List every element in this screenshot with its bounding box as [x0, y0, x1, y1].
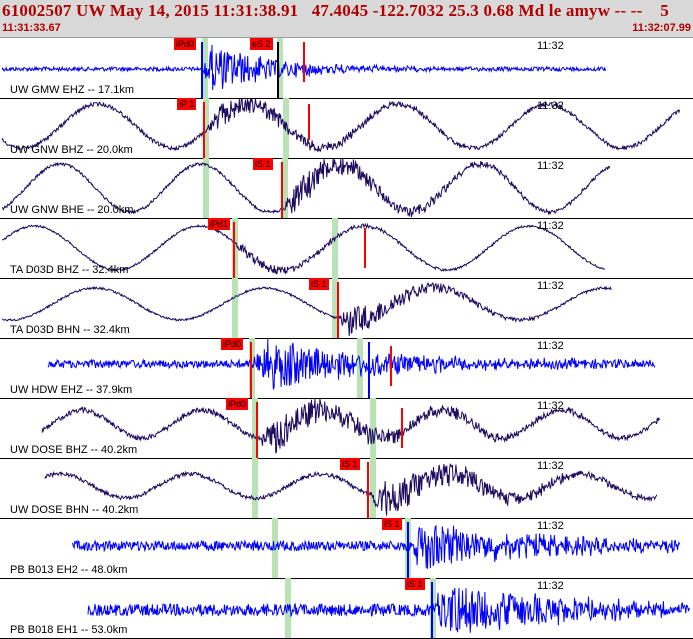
- arrival-window-band: [203, 98, 209, 158]
- trace-panel-b013-eh2[interactable]: iS 1 11:32 PB B013 EH2 -- 48.0km: [0, 518, 693, 579]
- pick-label[interactable]: iPd0: [221, 338, 244, 350]
- station-channel-label: TA D03D BHZ -- 32.4km: [10, 264, 129, 276]
- seismic-waveform: [1, 98, 681, 153]
- event-title: 61002507 UW May 14, 2015 11:31:38.91 47.…: [2, 1, 670, 20]
- trace-panel-gnw-bhz[interactable]: iP 1 11:32 UW GNW BHZ -- 20.0km: [0, 98, 693, 159]
- seismic-waveform: [2, 158, 611, 218]
- arrival-window-band: [282, 158, 288, 218]
- trace-panel-d03d-bhz[interactable]: iPd1 11:32 TA D03D BHZ -- 32.4km: [0, 218, 693, 279]
- station-channel-label: PB B018 EH1 -- 53.0km: [10, 624, 128, 636]
- arrival-window-band: [277, 38, 283, 98]
- arrival-window-band: [232, 278, 238, 338]
- seismic-waveform: [1, 282, 612, 337]
- trace-panel-dose-bhz[interactable]: iPd0 11:32 UW DOSE BHZ -- 40.2km: [0, 398, 693, 459]
- station-channel-label: TA D03D BHN -- 32.4km: [10, 324, 130, 336]
- trace-panel-b018-eh1[interactable]: iS 1 11:32 PB B018 EH1 -- 53.0km: [0, 578, 693, 639]
- trace-plot: [71, 518, 681, 578]
- station-channel-label: UW GNW BHE -- 20.0km: [10, 204, 134, 216]
- minute-marker: 11:32: [537, 580, 564, 592]
- seismic-waveform: [87, 587, 690, 633]
- pick-label[interactable]: iS 1: [340, 458, 360, 470]
- trace-plot: [1, 38, 606, 98]
- pick-label[interactable]: iPd1: [208, 218, 231, 230]
- trace-plot: [87, 578, 690, 638]
- minute-marker: 11:32: [537, 220, 564, 232]
- trace-panel-hdw-ehz[interactable]: iPd0 11:32 UW HDW EHZ -- 37.9km: [0, 338, 693, 399]
- station-channel-label: UW GMW EHZ -- 17.1km: [10, 84, 135, 96]
- arrival-window-band: [203, 158, 209, 218]
- arrival-window-band: [370, 458, 376, 518]
- minute-marker: 11:32: [537, 340, 564, 352]
- trace-plot: [2, 158, 611, 218]
- trace-plot: [1, 278, 612, 338]
- trace-panel-gmw-ehz[interactable]: iPd0 eS 2 11:32 UW GMW EHZ -- 17.1km: [0, 38, 693, 99]
- station-channel-label: UW HDW EHZ -- 37.9km: [10, 384, 133, 396]
- trace-plot: [41, 398, 660, 458]
- pick-label[interactable]: iS 1: [309, 278, 329, 290]
- pick-label[interactable]: iS 1: [253, 158, 273, 170]
- pick-label[interactable]: iS 1: [382, 518, 402, 530]
- window-end-time: 11:32:07.99: [632, 22, 691, 34]
- station-channel-label: PB B013 EH2 -- 48.0km: [10, 564, 128, 576]
- pick-label[interactable]: eS 2: [250, 38, 273, 50]
- minute-marker: 11:32: [537, 520, 564, 532]
- trace-panel-dose-bhn[interactable]: iS 1 11:32 UW DOSE BHN -- 40.2km: [0, 458, 693, 519]
- arrival-window-band: [252, 398, 258, 458]
- station-channel-label: UW DOSE BHN -- 40.2km: [10, 504, 139, 516]
- pick-label[interactable]: iPd0: [174, 38, 197, 50]
- window-start-time: 11:31:33.67: [2, 22, 61, 34]
- station-channel-label: UW DOSE BHZ -- 40.2km: [10, 444, 138, 456]
- seismic-waveform: [41, 398, 660, 454]
- seismic-waveform: [1, 222, 605, 275]
- trace-panel-gnw-bhe[interactable]: iS 1 11:32 UW GNW BHE -- 20.0km: [0, 158, 693, 219]
- trace-plot: [44, 458, 658, 518]
- minute-marker: 11:32: [537, 160, 564, 172]
- arrival-window-band: [332, 218, 338, 278]
- minute-marker: 11:32: [537, 280, 564, 292]
- station-channel-label: UW GNW BHZ -- 20.0km: [10, 144, 133, 156]
- minute-marker: 11:32: [537, 460, 564, 472]
- minute-marker: 11:32: [537, 40, 564, 52]
- arrival-window-band: [332, 278, 338, 338]
- event-header: 61002507 UW May 14, 2015 11:31:38.91 47.…: [0, 0, 693, 38]
- seismic-waveform: [71, 524, 681, 569]
- arrival-window-band: [252, 458, 258, 518]
- trace-plot: [1, 218, 605, 278]
- pick-label[interactable]: iS 1: [405, 578, 425, 590]
- minute-marker: 11:32: [537, 400, 564, 412]
- arrival-window-band: [272, 518, 278, 578]
- trace-plot: [47, 338, 656, 398]
- trace-panel-d03d-bhn[interactable]: iS 1 11:32 TA D03D BHN -- 32.4km: [0, 278, 693, 339]
- trace-plot: [1, 98, 681, 158]
- pick-label[interactable]: iP 1: [177, 98, 197, 110]
- arrival-window-band: [370, 398, 376, 458]
- pick-label[interactable]: iPd0: [226, 398, 249, 410]
- seismic-waveform: [47, 338, 656, 390]
- seismogram-traces[interactable]: iPd0 eS 2 11:32 UW GMW EHZ -- 17.1km iP …: [0, 38, 693, 639]
- minute-marker: 11:32: [537, 100, 564, 112]
- seismic-waveform: [44, 463, 658, 516]
